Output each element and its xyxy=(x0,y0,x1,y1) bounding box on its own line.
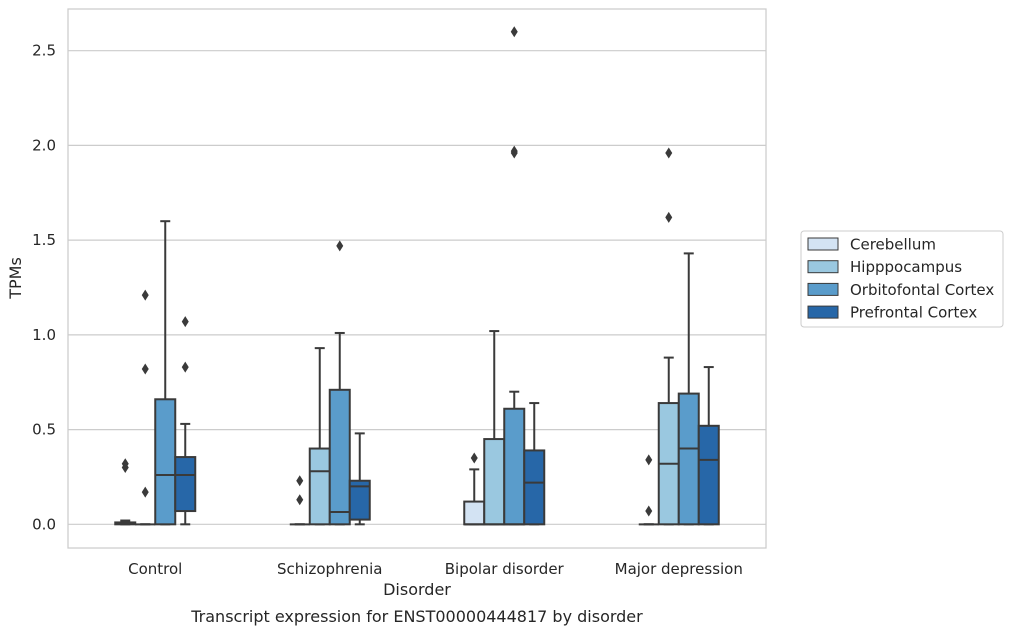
outlier-point xyxy=(121,458,129,470)
box-orbitofontal-cortex xyxy=(328,240,351,526)
outlier-point xyxy=(296,494,304,506)
legend-swatch xyxy=(807,282,839,296)
legend-frame xyxy=(800,230,1004,328)
legend-label: Cerebellum xyxy=(850,236,936,254)
box-cerebellum xyxy=(638,454,659,526)
x-tick-label: Schizophrenia xyxy=(277,560,382,578)
y-tick-label: 0.0 xyxy=(32,515,56,533)
box-body xyxy=(328,388,351,526)
y-axis-title: TPMs xyxy=(6,257,25,300)
chart-caption: Transcript expression for ENST0000044481… xyxy=(190,607,643,626)
box-body xyxy=(483,438,506,526)
box-cerebellum xyxy=(289,475,310,526)
box-orbitofontal-cortex xyxy=(154,220,177,526)
x-tick-label: Bipolar disorder xyxy=(445,560,565,578)
box-hipppocampus xyxy=(483,330,506,526)
box-prefrontal-cortex xyxy=(348,432,371,526)
outlier-point xyxy=(181,361,189,373)
plot-frame xyxy=(67,8,767,549)
box-body xyxy=(154,398,177,526)
outlier-point xyxy=(181,316,189,328)
outlier-point xyxy=(645,454,653,466)
box-hipppocampus xyxy=(308,347,331,526)
x-tick-label: Control xyxy=(128,560,182,578)
legend-label: Orbitofontal Cortex xyxy=(850,281,994,299)
box-body xyxy=(308,447,331,526)
outlier-point xyxy=(141,363,149,375)
box-hipppocampus xyxy=(135,289,156,526)
y-tick-label: 1.0 xyxy=(32,326,56,344)
x-tick-label: Major depression xyxy=(615,560,743,578)
legend: Cerebellum Hipppocampus Orbitofontal Corte… xyxy=(800,230,1004,328)
outlier-point xyxy=(336,240,344,252)
outlier-point xyxy=(665,147,673,159)
box-body xyxy=(174,456,197,513)
box-hipppocampus xyxy=(657,147,680,526)
legend-swatch xyxy=(807,260,839,274)
box-prefrontal-cortex xyxy=(523,402,546,526)
box-cerebellum xyxy=(114,458,137,526)
box-prefrontal-cortex xyxy=(697,366,720,526)
outlier-point xyxy=(470,452,478,464)
box-body xyxy=(677,392,700,526)
box-prefrontal-cortex xyxy=(174,316,197,526)
legend-label: Prefrontal Cortex xyxy=(850,304,977,322)
legend-swatch xyxy=(807,305,839,319)
x-axis-title: Disorder xyxy=(383,580,451,599)
y-tick-label: 0.5 xyxy=(32,421,56,439)
y-tick-label: 2.0 xyxy=(32,136,56,154)
box-body xyxy=(503,407,526,526)
outlier-point xyxy=(510,26,518,38)
outlier-point xyxy=(141,486,149,498)
box-plot-area xyxy=(114,26,720,526)
y-axis-ticks: 0.0 0.5 1.0 1.5 2.0 2.5 xyxy=(32,42,56,534)
x-axis-ticks: Control Schizophrenia Bipolar disorder Majo… xyxy=(128,560,743,578)
box-body xyxy=(697,424,720,526)
legend-label: Hipppocampus xyxy=(850,258,962,276)
legend-items: Cerebellum Hipppocampus Orbitofontal Corte… xyxy=(807,236,994,322)
box-body xyxy=(463,500,486,526)
outlier-point xyxy=(141,289,149,301)
outlier-point xyxy=(296,475,304,487)
legend-swatch xyxy=(807,237,839,251)
box-orbitofontal-cortex xyxy=(503,26,526,526)
box-body xyxy=(523,449,546,526)
outlier-point xyxy=(510,145,518,157)
box-cerebellum xyxy=(463,452,486,526)
outlier-point xyxy=(665,211,673,223)
box-body xyxy=(348,479,371,521)
box-orbitofontal-cortex xyxy=(677,252,700,526)
y-tick-label: 1.5 xyxy=(32,231,56,249)
outlier-point xyxy=(645,505,653,517)
y-tick-label: 2.5 xyxy=(32,42,56,60)
